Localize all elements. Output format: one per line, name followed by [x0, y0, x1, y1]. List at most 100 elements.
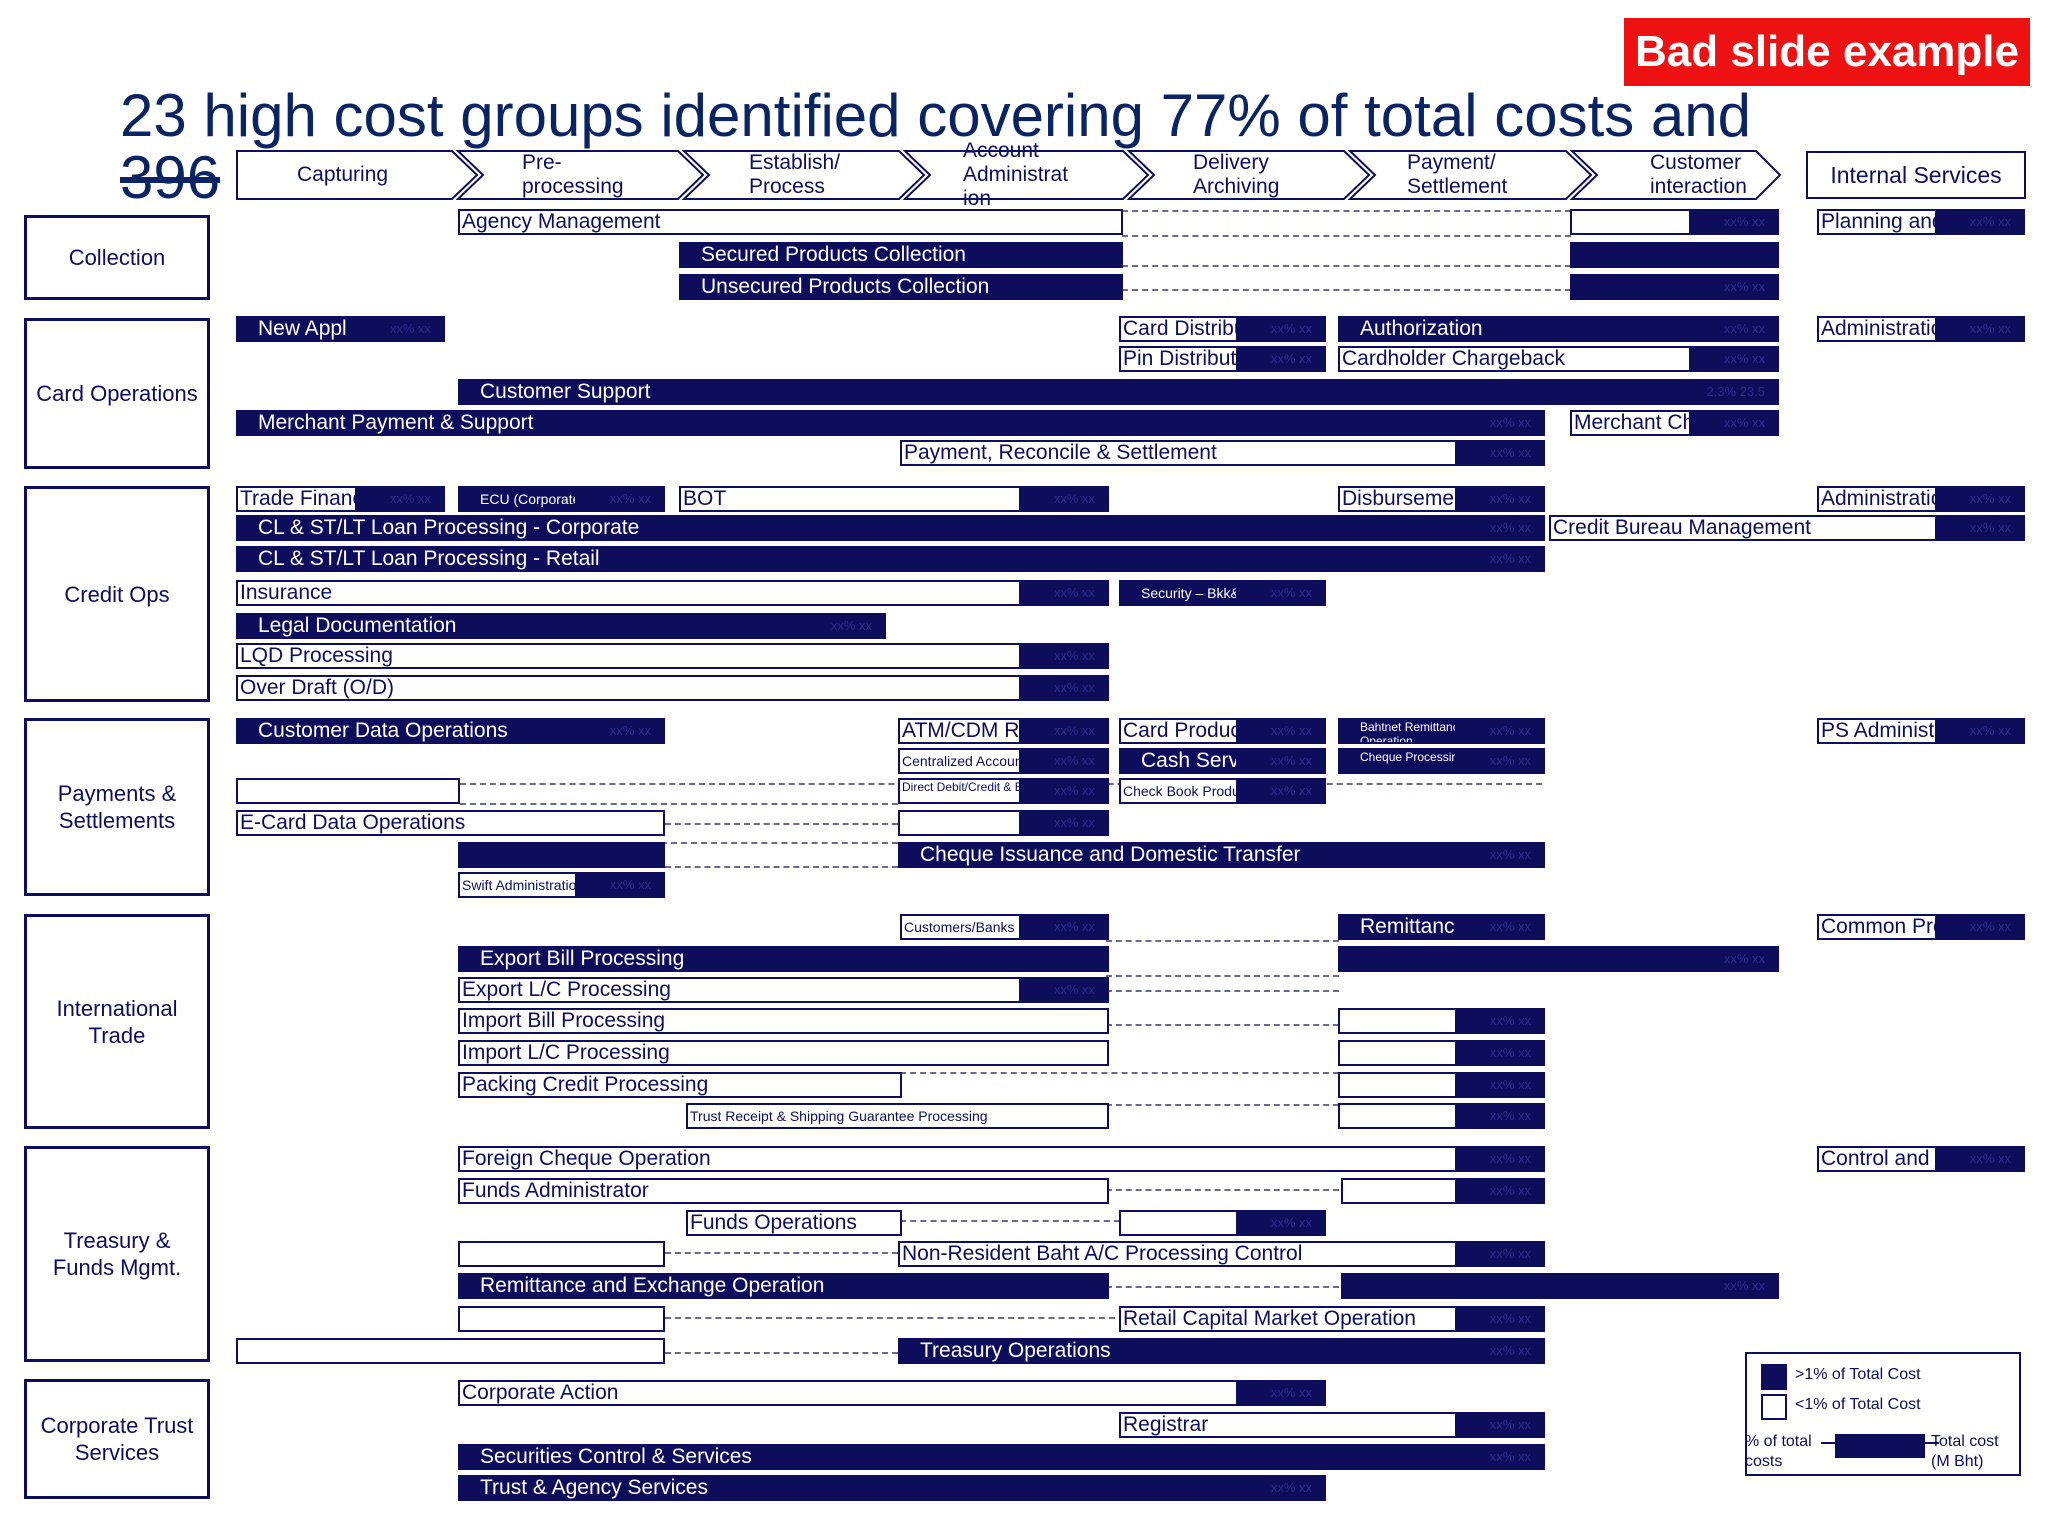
stage-label-establish: Establish/ Process — [749, 151, 841, 198]
group-e-card-data-account: xx% xx — [898, 810, 1109, 836]
group-new-appl: New Appl xx% xx — [236, 316, 445, 342]
connector-line — [665, 866, 898, 868]
group-card-production: Card Production xx% xx — [1119, 718, 1326, 744]
group-corporate-action: Corporate Action xx% xx — [458, 1380, 1326, 1406]
group-common-process: Common Process xx% xx — [1817, 914, 2025, 940]
legend-swatch-empty — [1761, 1394, 1787, 1420]
group-security-bkk: Security – Bkk& xx% xx — [1119, 580, 1326, 606]
group-funds-administrator: Funds Administrator — [458, 1178, 1109, 1204]
group-cheque-processing-clearing: Cheque Processing & Clearing xx% xx — [1338, 748, 1545, 774]
connector-line — [1122, 265, 1571, 267]
legend-cost-label: Total cost (M Bht) — [1931, 1433, 1999, 1470]
slide-title: 23 high cost groups identified covering … — [120, 82, 1752, 149]
group-foreign-cheque-operation: Foreign Cheque Operation xx% xx — [458, 1146, 1545, 1172]
stage-label-pre-processing: Pre- processing — [522, 151, 624, 198]
connector-line — [665, 823, 898, 825]
stage-chevron-account-admin — [902, 150, 1150, 200]
group-centralized-account: Centralized Account xx% xx — [898, 748, 1109, 774]
connector-line — [900, 1220, 1120, 1222]
group-treasury-capture — [236, 1338, 665, 1364]
stage-internal-services: Internal Services — [1806, 151, 2026, 199]
group-swift-administration: Swift Administration xx% xx — [458, 872, 665, 898]
stage-label-capturing: Capturing — [297, 163, 389, 186]
group-legal-documentation: Legal Documentation xx% xx — [236, 613, 886, 639]
connector-line — [1122, 289, 1571, 291]
group-ecu-corporate: ECU (Corporate) xx% xx — [458, 486, 665, 512]
group-e-card-data-operations: E-Card Data Operations — [236, 810, 665, 836]
connector-line — [1106, 1189, 1339, 1191]
group-export-lc-processing: Export L/C Processing xx% xx — [458, 977, 1109, 1003]
group-authorization: Authorization xx% xx — [1338, 316, 1779, 342]
group-secured-products-collection-customer — [1570, 242, 1779, 268]
group-export-bill-processing: Export Bill Processing — [458, 946, 1109, 972]
connector-line — [1106, 990, 1339, 992]
group-treasury-operations: Treasury Operations xx% xx — [898, 1338, 1545, 1364]
group-loan-processing-retail: CL & ST/LT Loan Processing - Retail xx% x… — [236, 546, 1545, 572]
connector-line — [460, 803, 898, 805]
stage-chevron-payment — [1347, 150, 1593, 200]
group-cash-services: Cash Services xx% xx — [1119, 748, 1326, 774]
group-disbursement: Disbursement xx% xx — [1338, 486, 1545, 512]
dept-corporate-trust: Corporate Trust Services — [24, 1379, 210, 1499]
connector-line — [665, 1352, 898, 1354]
group-administration-card: Administration xx% xx — [1817, 316, 2025, 342]
legend-swatch-filled — [1761, 1364, 1787, 1390]
group-unsecured-products-collection-customer: xx% xx — [1570, 274, 1779, 300]
legend-low-label: <1% of Total Cost — [1795, 1396, 1921, 1413]
group-import-bill-processing-payment: xx% xx — [1338, 1008, 1545, 1034]
stage-chevron-pre-processing — [455, 150, 705, 200]
bad-slide-badge: Bad slide example — [1624, 18, 2030, 86]
group-pin-distribution: Pin Distribution xx% xx — [1119, 346, 1326, 372]
group-import-bill-processing: Import Bill Processing — [458, 1008, 1109, 1034]
group-bot: BOT xx% xx — [679, 486, 1109, 512]
connector-line — [1106, 1104, 1339, 1106]
stage-label-customer: Customer interaction — [1650, 151, 1747, 198]
group-customer-data-operations: Customer Data Operations xx% xx — [236, 718, 665, 744]
group-retail-capital-market-operation: Retail Capital Market Operation xx% xx — [1119, 1306, 1545, 1332]
group-direct-debit-credit: Direct Debit/Credit & Bill Payment xx% xx — [898, 778, 1109, 804]
group-packing-credit-processing-payment: xx% xx — [1338, 1072, 1545, 1098]
group-securities-control-services: Securities Control & Services xx% xx — [458, 1444, 1545, 1470]
stage-label-delivery: Delivery Archiving — [1193, 151, 1280, 198]
group-retail-capital-preprocessing — [458, 1306, 665, 1332]
stage-label-account-admin: Account Administrat ion — [963, 139, 1069, 210]
connector-line — [1106, 975, 1339, 977]
connector-line — [1106, 940, 1339, 942]
group-cheque-issuance-domestic-transfer: Cheque Issuance and Domestic Transfer xx%… — [898, 842, 1545, 868]
group-trust-receipt-shipping-guarantee: Trust Receipt & Shipping Guarantee Proce… — [686, 1103, 1109, 1129]
group-remittance: Remittance xx% xx — [1338, 914, 1545, 940]
stage-chevron-establish — [681, 150, 926, 200]
legend-sample-bar — [1835, 1434, 1925, 1458]
group-planning-controls: Planning and Controls xx% xx — [1817, 209, 2025, 235]
group-customers-banks: Customers/Banks xx% xx — [900, 914, 1109, 940]
group-cardholder-chargeback: Cardholder Chargeback xx% xx — [1338, 346, 1779, 372]
legend-box: >1% of Total Cost <1% of Total Cost % of… — [1745, 1352, 2021, 1476]
connector-line — [665, 1252, 898, 1254]
group-agency-management-customer: xx% xx — [1570, 209, 1779, 235]
dept-collection: Collection — [24, 215, 210, 300]
group-registrar: Registrar xx% xx — [1119, 1412, 1545, 1438]
group-secured-products-collection: Secured Products Collection — [679, 242, 1123, 268]
dept-treasury-funds: Treasury & Funds Mgmt. — [24, 1146, 210, 1362]
group-export-bill-processing-payment: xx% xx — [1338, 946, 1779, 972]
group-insurance: Insurance xx% xx — [236, 580, 1109, 606]
dept-payments-settlements: Payments & Settlements — [24, 718, 210, 896]
group-funds-administrator-payment: xx% xx — [1341, 1178, 1545, 1204]
connector-line — [460, 842, 898, 844]
legend-sample-line — [1925, 1442, 1939, 1444]
group-control-mis: Control and MIS xx% xx — [1817, 1146, 2025, 1172]
group-non-resident-baht-processing: Non-Resident Baht A/C Processing Control… — [898, 1241, 1545, 1267]
stage-label-payment: Payment/ Settlement — [1407, 151, 1508, 198]
connector-line — [665, 1317, 1115, 1319]
group-cheque-issuance-preprocessing — [458, 842, 665, 868]
group-lqd-processing: LQD Processing xx% xx — [236, 643, 1109, 669]
connector-line — [1106, 1286, 1339, 1288]
group-import-lc-processing-payment: xx% xx — [1338, 1040, 1545, 1066]
stage-chevron-customer — [1569, 150, 1781, 200]
group-administration-credit: Administration xx% xx — [1817, 486, 2025, 512]
group-non-resident-preprocessing — [458, 1241, 665, 1267]
group-agency-management: Agency Management — [458, 209, 1123, 235]
legend-high-label: >1% of Total Cost — [1795, 1366, 1921, 1383]
connector-line — [900, 1072, 1339, 1074]
group-import-lc-processing: Import L/C Processing — [458, 1040, 1109, 1066]
